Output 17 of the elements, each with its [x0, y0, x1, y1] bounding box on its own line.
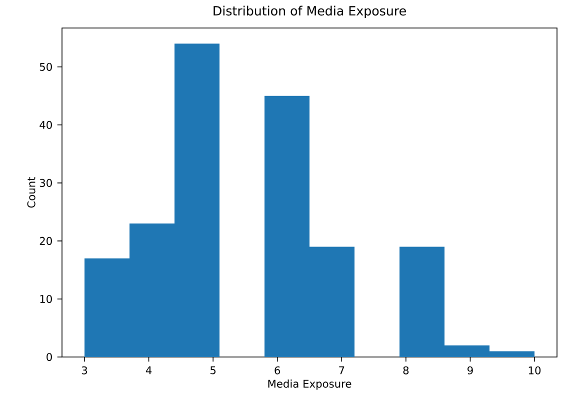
x-tick-label: 3 [82, 366, 88, 374]
x-tick-label: 4 [146, 366, 152, 374]
x-tick-label: 5 [210, 366, 216, 374]
y-tick-label: 40 [40, 120, 52, 129]
x-tick-label: 9 [468, 366, 473, 374]
y-tick-label: 20 [40, 236, 52, 245]
x-tick-label: 6 [274, 366, 280, 374]
x-tick-label: 8 [403, 366, 409, 374]
x-tick-label: 10 [528, 366, 541, 374]
chart-title: Distribution of Media Exposure [214, 6, 406, 18]
y-tick-label: 10 [40, 294, 52, 303]
y-tick-label: 30 [40, 178, 52, 187]
y-axis-title: Count [27, 176, 36, 208]
y-tick-label: 0 [46, 352, 52, 362]
y-tick-label: 50 [40, 62, 52, 71]
x-tick-label: 7 [339, 366, 344, 374]
x-axis-title: Media Exposure [268, 380, 352, 390]
